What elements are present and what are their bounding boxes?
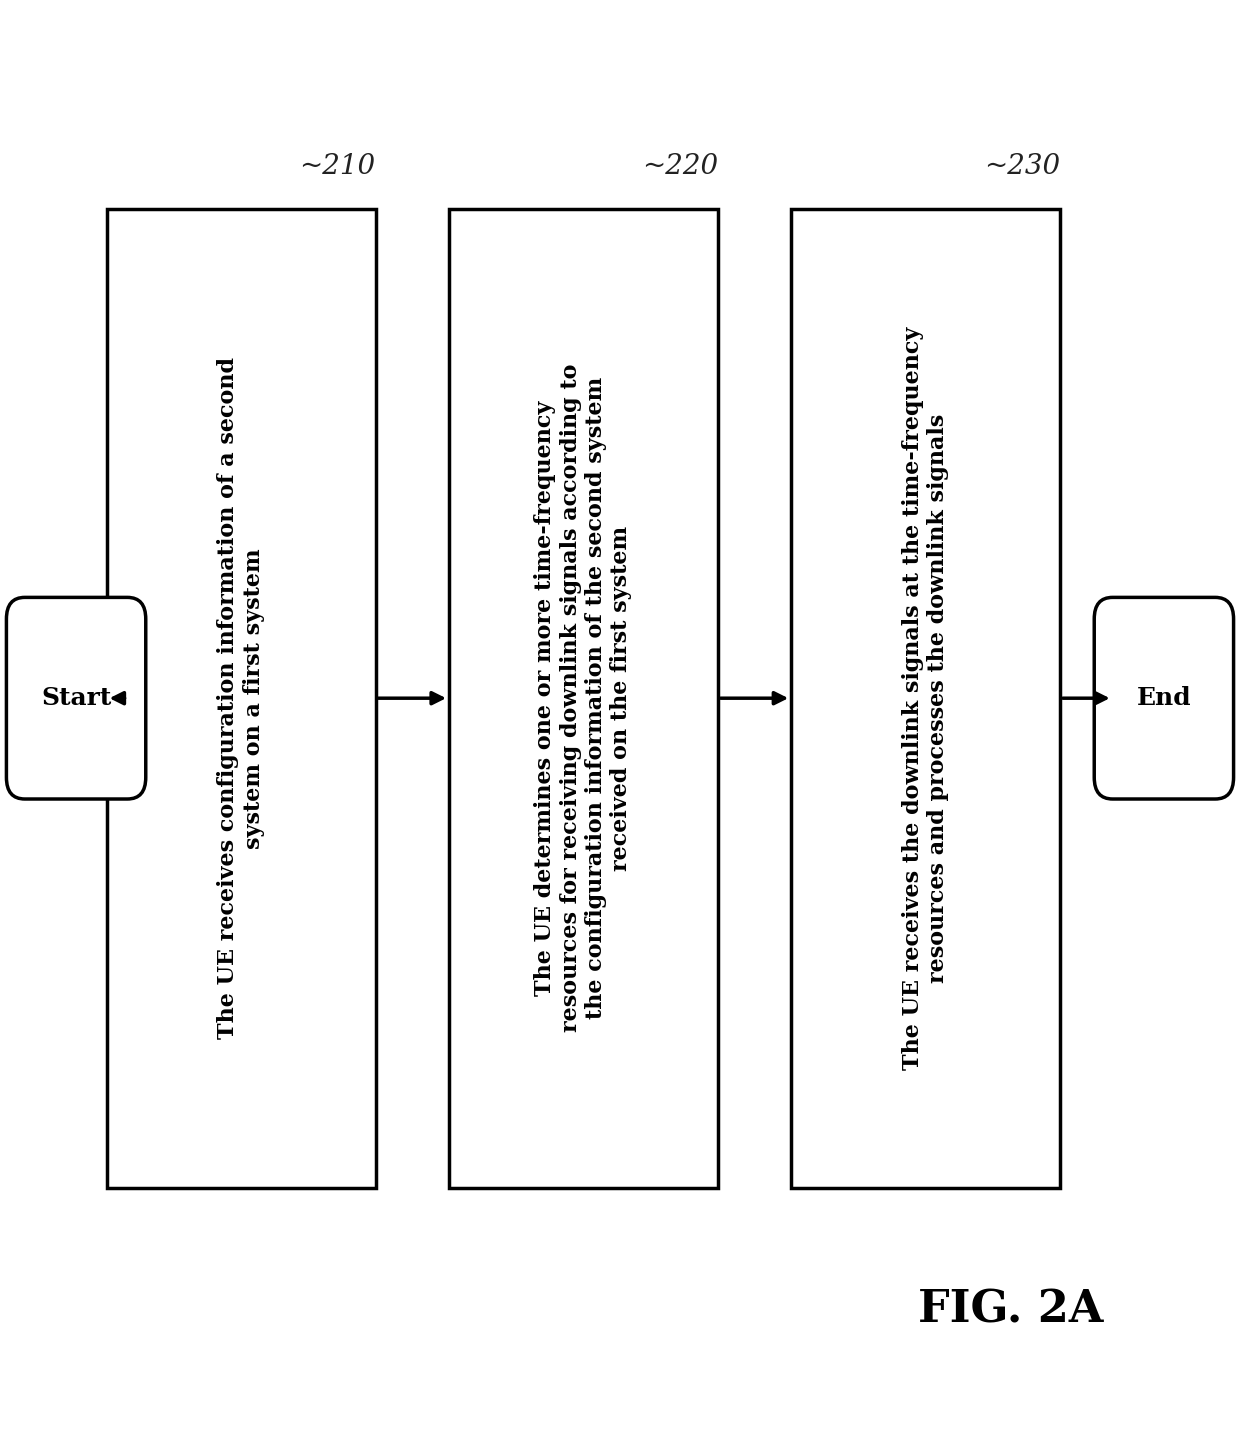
Text: End: End: [1137, 686, 1192, 710]
Text: The UE receives configuration information of a second
system on a first system: The UE receives configuration informatio…: [217, 358, 265, 1040]
Text: ~220: ~220: [641, 153, 718, 180]
Text: ~210: ~210: [299, 153, 376, 180]
FancyBboxPatch shape: [6, 598, 146, 800]
Bar: [107, 208, 376, 1188]
Text: The UE determines one or more time-frequency
resources for receiving downlink si: The UE determines one or more time-frequ…: [534, 364, 632, 1032]
Text: Start: Start: [41, 686, 112, 710]
Text: ~230: ~230: [983, 153, 1060, 180]
Bar: [791, 208, 1060, 1188]
Text: The UE receives the downlink signals at the time-frequency
resources and process: The UE receives the downlink signals at …: [901, 327, 950, 1070]
FancyBboxPatch shape: [1094, 598, 1234, 800]
Text: FIG. 2A: FIG. 2A: [919, 1288, 1104, 1332]
Bar: [449, 208, 718, 1188]
